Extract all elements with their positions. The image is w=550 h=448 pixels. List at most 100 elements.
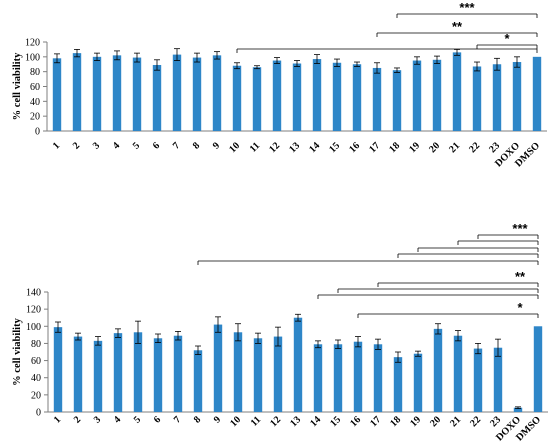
significance-label: *** — [459, 0, 475, 15]
bar — [333, 344, 343, 412]
category-label: 19 — [407, 140, 422, 155]
bar — [393, 357, 403, 412]
category-label: 15 — [327, 140, 342, 155]
bar — [132, 57, 142, 132]
category-label: 13 — [287, 140, 302, 155]
y-tick-label: 100 — [25, 52, 40, 63]
category-label: 16 — [347, 140, 362, 155]
bar — [512, 62, 522, 131]
category-label: 16 — [348, 414, 363, 429]
category-label: 9 — [211, 140, 222, 151]
bar — [253, 338, 263, 412]
category-label: 18 — [388, 414, 403, 429]
category-label: 5 — [131, 140, 142, 151]
y-tick-label: 40 — [31, 373, 41, 384]
category-label: 22 — [467, 140, 482, 155]
category-label: 3 — [91, 140, 102, 151]
bar — [133, 332, 143, 412]
bar — [452, 52, 462, 132]
bar — [473, 348, 483, 412]
category-label: 23 — [487, 140, 502, 155]
bar — [392, 70, 402, 131]
bar — [453, 335, 463, 412]
bar — [113, 333, 123, 412]
bar — [412, 60, 422, 131]
y-tick-label: 20 — [30, 112, 40, 123]
y-tick-label: 0 — [36, 408, 41, 419]
y-axis-label: % cell viability — [12, 317, 23, 385]
bar — [312, 59, 322, 131]
category-label: 22 — [468, 414, 483, 429]
category-label: 15 — [328, 414, 343, 429]
category-label: 5 — [132, 414, 143, 425]
bar — [212, 55, 222, 131]
significance-label: * — [504, 31, 510, 46]
significance-label: * — [517, 300, 523, 315]
bar — [72, 53, 82, 131]
significance-label: ** — [515, 269, 526, 284]
category-label: 4 — [111, 140, 122, 151]
category-label: 10 — [227, 140, 242, 155]
bar — [372, 67, 382, 131]
category-label: 11 — [249, 414, 263, 428]
category-label: 12 — [267, 140, 282, 155]
bar — [232, 65, 242, 131]
bar — [313, 344, 323, 412]
category-label: 7 — [171, 140, 182, 151]
bar — [352, 64, 362, 131]
category-label: 1 — [52, 414, 63, 425]
category-label: 14 — [307, 140, 322, 155]
category-label: 20 — [427, 140, 442, 155]
category-label: 17 — [368, 414, 383, 429]
bar — [53, 327, 63, 412]
bar — [52, 58, 62, 131]
category-label: 6 — [151, 140, 162, 151]
category-label: 18 — [387, 140, 402, 155]
category-label: 8 — [192, 414, 203, 425]
y-tick-label: 140 — [26, 288, 41, 299]
bar — [413, 353, 423, 412]
bar — [172, 54, 182, 131]
category-label: 10 — [228, 414, 243, 429]
category-label: 20 — [428, 414, 443, 429]
bar — [112, 55, 122, 131]
category-label: 9 — [212, 414, 223, 425]
bar — [152, 64, 162, 131]
y-tick-label: 120 — [26, 305, 41, 316]
bar — [493, 347, 503, 412]
y-axis-label: % cell viability — [12, 52, 23, 120]
significance-label: ** — [452, 19, 463, 34]
category-label: 8 — [191, 140, 202, 151]
category-label: 3 — [92, 414, 103, 425]
category-label: 2 — [71, 140, 82, 151]
bar — [92, 56, 102, 132]
category-label: 17 — [367, 140, 382, 155]
y-tick-label: 80 — [30, 67, 40, 78]
bar — [353, 341, 363, 412]
category-label: 13 — [288, 414, 303, 429]
bar — [93, 340, 103, 412]
bar — [233, 332, 243, 412]
bar — [292, 63, 302, 132]
category-label: 7 — [172, 414, 183, 425]
category-label: 19 — [408, 414, 423, 429]
bar — [213, 324, 223, 412]
bar — [433, 328, 443, 412]
significance-label: *** — [512, 221, 528, 236]
bar — [513, 407, 523, 412]
category-label: 1 — [51, 140, 62, 151]
bar — [173, 335, 183, 412]
bar — [492, 64, 502, 131]
bar — [193, 350, 203, 412]
category-label: 6 — [152, 414, 163, 425]
category-label: 2 — [72, 414, 83, 425]
bar — [293, 317, 303, 412]
y-tick-label: 60 — [30, 82, 40, 93]
bar — [373, 344, 383, 412]
y-tick-label: 120 — [25, 38, 40, 49]
y-tick-label: 40 — [30, 97, 40, 108]
category-label: 21 — [447, 140, 462, 155]
bar — [532, 56, 542, 132]
